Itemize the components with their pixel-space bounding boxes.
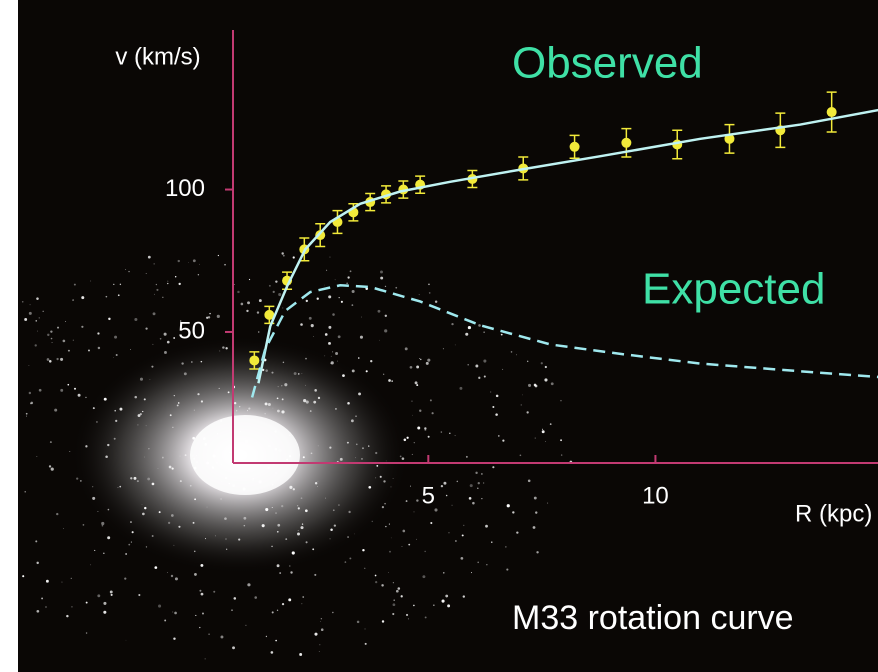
data-point (621, 138, 631, 148)
x-tick-label: 10 (642, 482, 669, 509)
chart-title: M33 rotation curve (512, 599, 794, 637)
x-tick-label: 5 (422, 482, 435, 509)
y-tick-label: 50 (178, 317, 205, 344)
galaxy-core (190, 415, 300, 495)
y-tick-label: 100 (165, 175, 205, 202)
curve-label: Expected (642, 265, 825, 314)
data-point (249, 355, 259, 365)
left-border (0, 0, 18, 672)
data-point (827, 107, 837, 117)
y-axis-label: v (km/s) (115, 43, 200, 70)
data-point (570, 142, 580, 152)
x-axis-label: R (kpc) (795, 500, 872, 527)
background (0, 0, 878, 672)
chart: v (km/s) R (kpc) M33 rotation curve 50 10… (0, 0, 878, 672)
curve-label: Observed (512, 39, 703, 88)
